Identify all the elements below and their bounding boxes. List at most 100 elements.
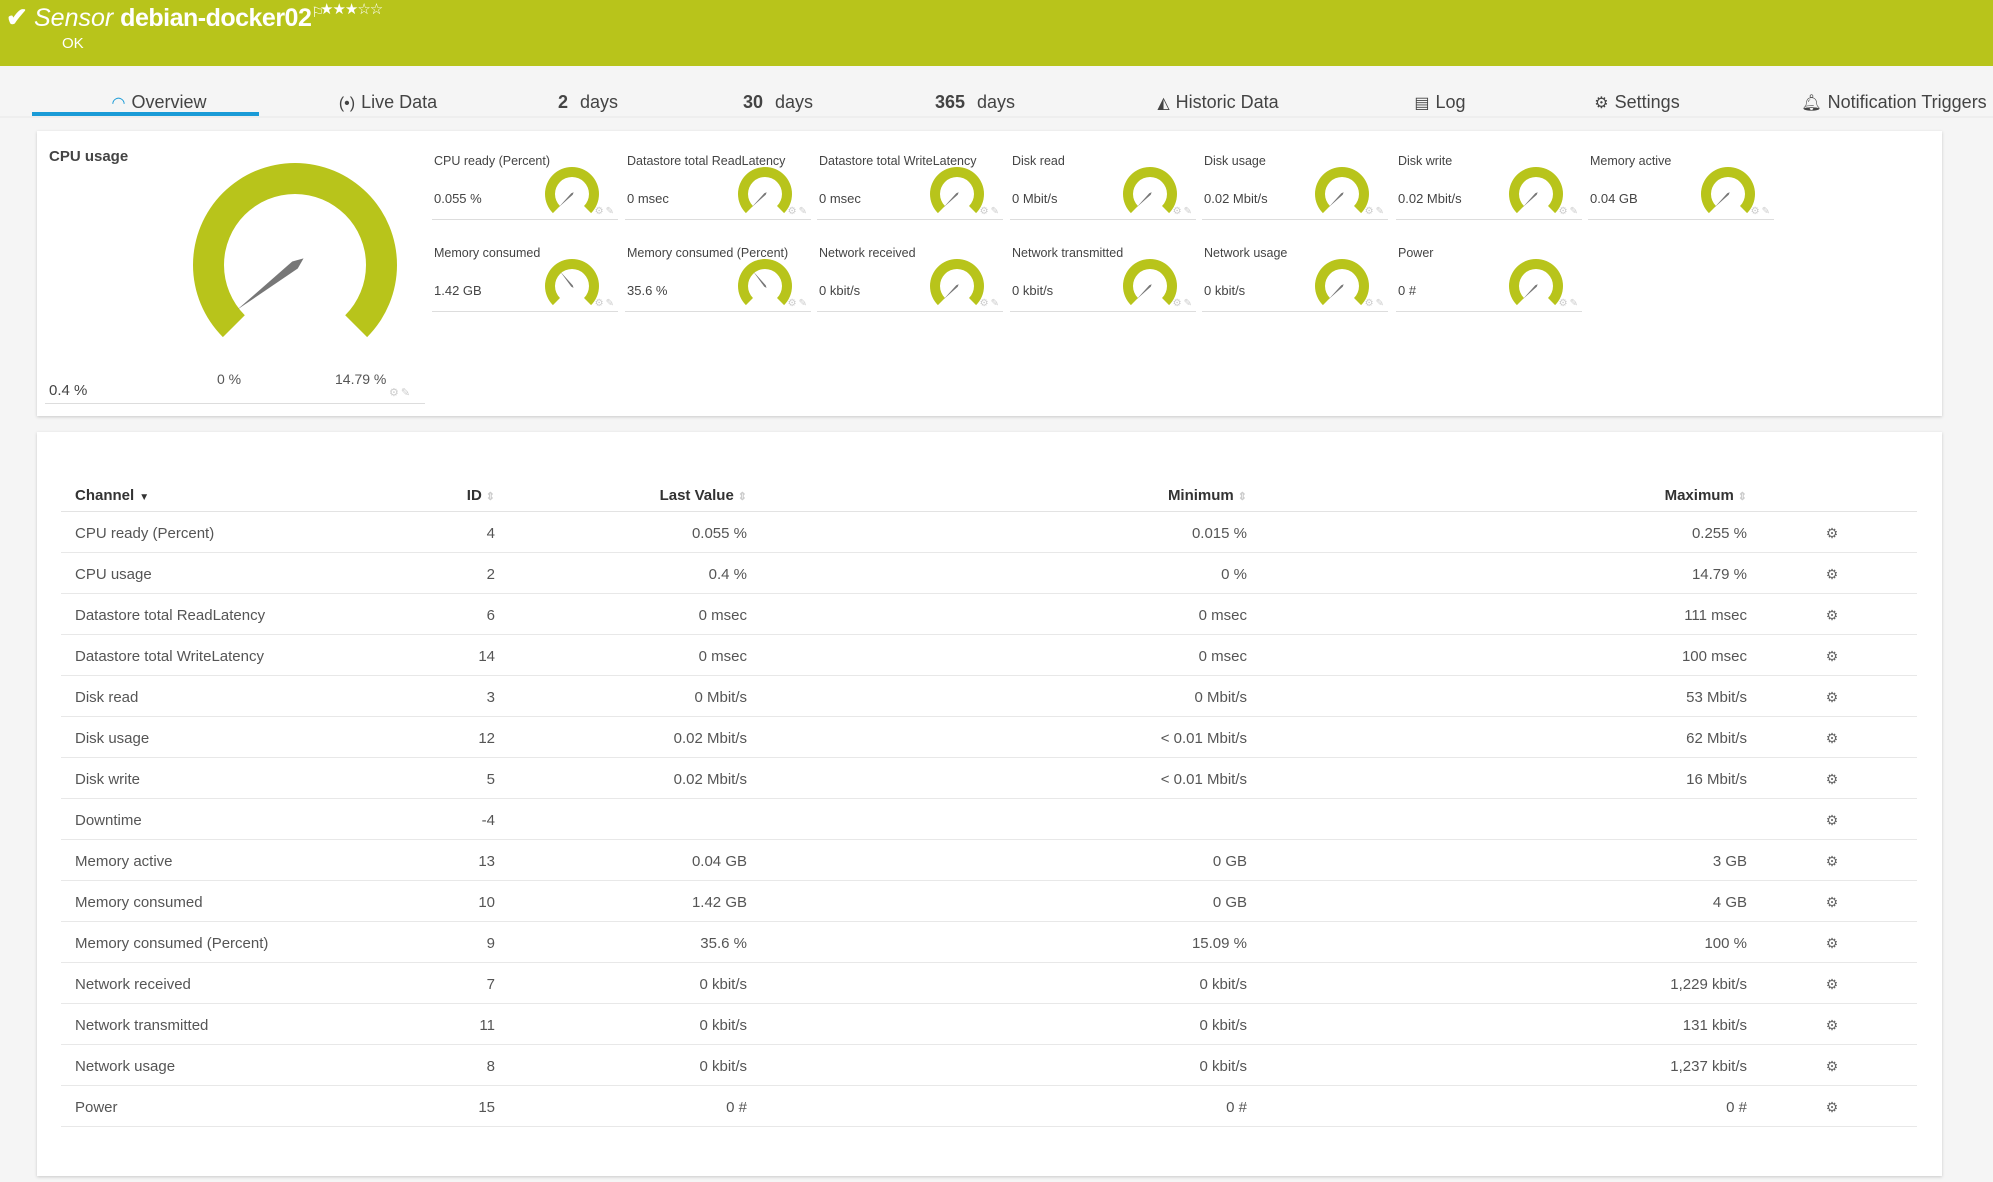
channel-name[interactable]: Datastore total WriteLatency [61,634,295,676]
table-row[interactable]: Network usage 8 0 kbit/s 0 kbit/s 1,237 … [61,1044,1917,1086]
gauge-tile[interactable]: Network transmitted 0 kbit/s ⚙✎ [1010,246,1196,312]
table-row[interactable]: Power 15 0 # 0 # 0 # ⚙ [61,1085,1917,1127]
col-id[interactable]: ID ⇕ [295,480,495,512]
channel-name[interactable]: Memory consumed (Percent) [61,921,295,963]
channel-name[interactable]: CPU usage [61,552,295,594]
tab-365-days[interactable]: 365 days [934,92,1016,112]
table-row[interactable]: Downtime -4 ⚙ [61,798,1917,840]
channel-settings-icon[interactable]: ⚙ [1747,552,1917,594]
tab-historic-data[interactable]: ◭ Historic Data [1157,92,1279,112]
gauge-settings-pin-icons[interactable]: ⚙✎ [1750,206,1772,217]
gauge-settings-pin-icons[interactable]: ⚙✎ [1172,298,1194,309]
maximum-value: 16 Mbit/s [1247,757,1747,799]
gauge-settings-pin-icons[interactable]: ⚙✎ [787,298,809,309]
table-row[interactable]: CPU usage 2 0.4 % 0 % 14.79 % ⚙ [61,552,1917,594]
gauge-tile[interactable]: Power 0 # ⚙✎ [1396,246,1582,312]
gauge-settings-pin-icons[interactable]: ⚙✎ [594,298,616,309]
table-row[interactable]: Network received 7 0 kbit/s 0 kbit/s 1,2… [61,962,1917,1004]
channel-settings-icon[interactable]: ⚙ [1747,757,1917,799]
tab-log[interactable]: ▤ Log [1414,92,1466,112]
table-row[interactable]: Disk write 5 0.02 Mbit/s < 0.01 Mbit/s 1… [61,757,1917,799]
channel-settings-icon[interactable]: ⚙ [1747,634,1917,676]
table-row[interactable]: CPU ready (Percent) 4 0.055 % 0.015 % 0.… [61,511,1917,553]
minimum-value: < 0.01 Mbit/s [747,716,1247,758]
gauge-settings-pin-icons[interactable]: ⚙✎ [787,206,809,217]
gauge-settings-pin-icons[interactable]: ⚙✎ [389,387,413,399]
channel-name[interactable]: Network received [61,962,295,1004]
channel-name[interactable]: Downtime [61,798,295,840]
tab-2-days[interactable]: 2 days [557,92,619,112]
tab-live-data[interactable]: (•) Live Data [338,92,438,112]
channel-settings-icon[interactable]: ⚙ [1747,921,1917,963]
gauge-tile[interactable]: Network usage 0 kbit/s ⚙✎ [1202,246,1388,312]
maximum-value: 111 msec [1247,593,1747,635]
table-row[interactable]: Disk read 3 0 Mbit/s 0 Mbit/s 53 Mbit/s … [61,675,1917,717]
last-value: 0.02 Mbit/s [495,716,747,758]
channel-name[interactable]: Memory active [61,839,295,881]
channel-settings-icon[interactable]: ⚙ [1747,716,1917,758]
table-row[interactable]: Memory consumed (Percent) 9 35.6 % 15.09… [61,921,1917,963]
gauge-settings-pin-icons[interactable]: ⚙✎ [979,206,1001,217]
last-value: 0 kbit/s [495,1044,747,1086]
priority-stars[interactable]: ★★★☆☆ [320,1,383,18]
minimum-value: 0 msec [747,634,1247,676]
channel-name[interactable]: Network transmitted [61,1003,295,1045]
gauge-tile[interactable]: Datastore total ReadLatency 0 msec ⚙✎ [625,154,811,220]
maximum-value: 1,229 kbit/s [1247,962,1747,1004]
channel-name[interactable]: CPU ready (Percent) [61,511,295,553]
channel-name[interactable]: Disk read [61,675,295,717]
col-maximum[interactable]: Maximum ⇕ [1247,480,1747,512]
gauge-settings-pin-icons[interactable]: ⚙✎ [1364,206,1386,217]
maximum-value: 100 msec [1247,634,1747,676]
gauge-needle [1328,284,1344,300]
channel-settings-icon[interactable]: ⚙ [1747,880,1917,922]
channel-name[interactable]: Disk write [61,757,295,799]
channel-settings-icon[interactable]: ⚙ [1747,1085,1917,1127]
gauge-settings-pin-icons[interactable]: ⚙✎ [1364,298,1386,309]
channel-settings-icon[interactable]: ⚙ [1747,675,1917,717]
col-channel[interactable]: Channel ▼ [61,480,295,512]
gauge-tile[interactable]: CPU ready (Percent) 0.055 % ⚙✎ [432,154,618,220]
gauge-settings-pin-icons[interactable]: ⚙✎ [1558,298,1580,309]
gauge-tile[interactable]: Network received 0 kbit/s ⚙✎ [817,246,1003,312]
channel-settings-icon[interactable]: ⚙ [1747,511,1917,553]
channel-name[interactable]: Network usage [61,1044,295,1086]
table-row[interactable]: Datastore total WriteLatency 14 0 msec 0… [61,634,1917,676]
channel-settings-icon[interactable]: ⚙ [1747,839,1917,881]
gauge-tile[interactable]: Memory consumed 1.42 GB ⚙✎ [432,246,618,312]
channel-settings-icon[interactable]: ⚙ [1747,962,1917,1004]
gauge-title: Network usage [1204,246,1288,260]
gauge-settings-pin-icons[interactable]: ⚙✎ [1558,206,1580,217]
channel-settings-icon[interactable]: ⚙ [1747,1044,1917,1086]
channel-name[interactable]: Memory consumed [61,880,295,922]
table-row[interactable]: Disk usage 12 0.02 Mbit/s < 0.01 Mbit/s … [61,716,1917,758]
broadcast-icon: (•) [338,95,356,112]
maximum-value: 14.79 % [1247,552,1747,594]
channel-name[interactable]: Power [61,1085,295,1127]
col-minimum[interactable]: Minimum ⇕ [747,480,1247,512]
tab-overview[interactable]: ◠ Overview [111,92,207,112]
gauge-tile[interactable]: Datastore total WriteLatency 0 msec ⚙✎ [817,154,1003,220]
channel-settings-icon[interactable]: ⚙ [1747,1003,1917,1045]
gauge-settings-pin-icons[interactable]: ⚙✎ [594,206,616,217]
channel-settings-icon[interactable]: ⚙ [1747,798,1917,840]
channel-settings-icon[interactable]: ⚙ [1747,593,1917,635]
tab-notification-triggers[interactable]: 🔔︎ Notification Triggers [1801,92,1987,112]
tab-30-days[interactable]: 30 days [742,92,814,112]
tab-settings[interactable]: ⚙ Settings [1594,92,1680,112]
gauge-tile[interactable]: Disk usage 0.02 Mbit/s ⚙✎ [1202,154,1388,220]
gauge-tile[interactable]: Disk write 0.02 Mbit/s ⚙✎ [1396,154,1582,220]
table-row[interactable]: Memory active 13 0.04 GB 0 GB 3 GB ⚙ [61,839,1917,881]
gauge-tile[interactable]: Memory active 0.04 GB ⚙✎ [1588,154,1774,220]
gauge-settings-pin-icons[interactable]: ⚙✎ [1172,206,1194,217]
gauge-tile[interactable]: Disk read 0 Mbit/s ⚙✎ [1010,154,1196,220]
channel-name[interactable]: Disk usage [61,716,295,758]
channel-name[interactable]: Datastore total ReadLatency [61,593,295,635]
gauge-tile[interactable]: Memory consumed (Percent) 35.6 % ⚙✎ [625,246,811,312]
col-last-value[interactable]: Last Value ⇕ [495,480,747,512]
table-row[interactable]: Memory consumed 10 1.42 GB 0 GB 4 GB ⚙ [61,880,1917,922]
gauge-settings-pin-icons[interactable]: ⚙✎ [979,298,1001,309]
flag-icon[interactable]: ⚐ [311,4,324,20]
table-row[interactable]: Network transmitted 11 0 kbit/s 0 kbit/s… [61,1003,1917,1045]
table-row[interactable]: Datastore total ReadLatency 6 0 msec 0 m… [61,593,1917,635]
